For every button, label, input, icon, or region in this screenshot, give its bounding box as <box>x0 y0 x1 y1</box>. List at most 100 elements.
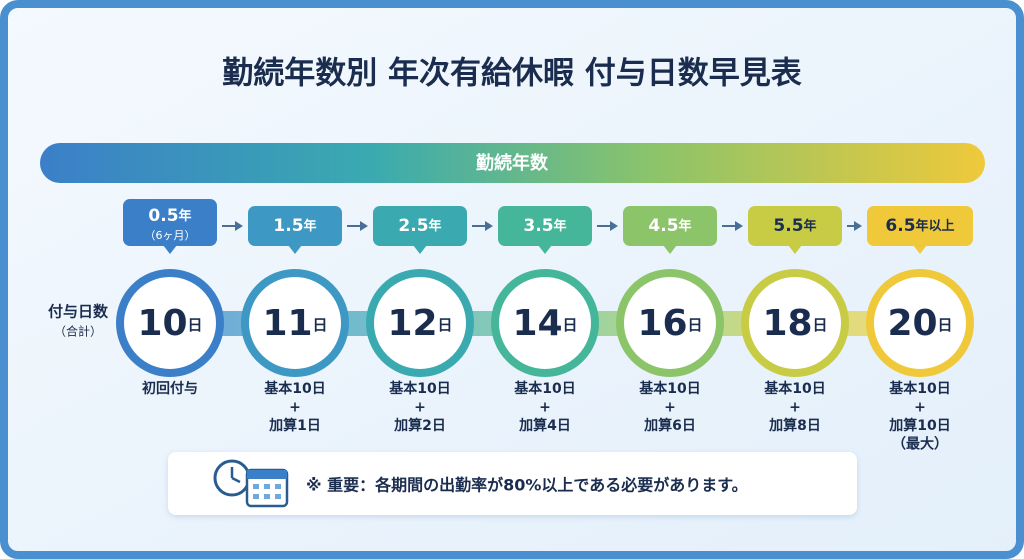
note-line: + <box>289 400 301 416</box>
arrow-head <box>610 221 618 231</box>
calendar-icon <box>245 468 289 508</box>
year-unit: 年以上 <box>916 218 955 234</box>
note-line: + <box>414 400 426 416</box>
badge-pointer <box>913 245 927 254</box>
note-line: （最大） <box>892 436 948 453</box>
year-label: 4.5年 <box>648 216 691 236</box>
day-unit: 日 <box>188 316 203 334</box>
year-badge <box>498 206 592 246</box>
year-number: 1.5 <box>273 216 303 236</box>
note-line: 加算4日 <box>518 417 571 434</box>
day-label: 14日 <box>512 303 577 344</box>
day-number: 11 <box>262 303 312 344</box>
day-number: 12 <box>387 303 437 344</box>
day-label: 12日 <box>387 303 452 344</box>
year-label: 3.5年 <box>523 216 566 236</box>
year-badge <box>867 206 973 246</box>
day-unit: 日 <box>313 316 328 334</box>
day-circle <box>866 269 974 377</box>
clock-icon <box>213 459 251 497</box>
year-badge <box>123 199 217 246</box>
header-text: 勤続年数 <box>476 152 549 174</box>
note-line: 加算10日 <box>888 417 950 434</box>
day-unit: 日 <box>688 316 703 334</box>
note-box <box>168 452 857 515</box>
year-unit: 年 <box>804 218 817 234</box>
day-number: 14 <box>512 303 562 344</box>
day-circle <box>366 269 474 377</box>
badge-pointer <box>663 245 677 254</box>
day-circle <box>616 269 724 377</box>
note-line: 基本10日 <box>889 380 950 397</box>
day-unit: 日 <box>938 316 953 334</box>
note-line: 加算1日 <box>268 417 321 434</box>
year-label: 2.5年 <box>398 216 441 236</box>
note-line: 基本10日 <box>389 380 450 397</box>
header-bar <box>40 143 985 183</box>
day-label: 16日 <box>637 303 702 344</box>
day-label: 11日 <box>262 303 327 344</box>
day-unit: 日 <box>438 316 453 334</box>
day-unit: 日 <box>563 316 578 334</box>
year-label: 6.5年以上 <box>885 216 954 236</box>
arrow-head <box>735 221 743 231</box>
day-label: 10日 <box>137 303 202 344</box>
note-line: + <box>664 400 676 416</box>
day-unit: 日 <box>813 316 828 334</box>
year-label: 5.5年 <box>773 216 816 236</box>
year-unit: 年 <box>554 218 567 234</box>
year-number: 0.5 <box>148 206 178 226</box>
year-number: 3.5 <box>523 216 553 236</box>
row-label: 付与日数 <box>48 303 109 321</box>
note-line: 基本10日 <box>264 380 325 397</box>
badge-pointer <box>163 245 177 254</box>
arrow-head <box>235 221 243 231</box>
badge-pointer <box>288 245 302 254</box>
year-sublabel: （6ヶ月） <box>145 229 196 242</box>
note-line: + <box>789 400 801 416</box>
title: 勤続年数別 年次有給休暇 付与日数早見表 <box>222 56 802 92</box>
note-line: 初回付与 <box>142 380 198 397</box>
day-label: 20日 <box>887 303 952 344</box>
year-badge <box>248 206 342 246</box>
note-line: + <box>539 400 551 416</box>
note-line: 加算2日 <box>393 417 446 434</box>
day-label: 18日 <box>762 303 827 344</box>
year-unit: 年 <box>679 218 692 234</box>
day-circle <box>741 269 849 377</box>
arrow-head <box>485 221 493 231</box>
note-line: 基本10日 <box>764 380 825 397</box>
year-number: 2.5 <box>398 216 428 236</box>
note-line: 加算6日 <box>643 417 696 434</box>
day-circle <box>241 269 349 377</box>
note-line: 基本10日 <box>639 380 700 397</box>
year-badge <box>748 206 842 246</box>
year-number: 5.5 <box>773 216 803 236</box>
year-unit: 年 <box>429 218 442 234</box>
day-circle <box>116 269 224 377</box>
note-text: ※ 重要：各期間の出勤率が80%以上である必要があります。 <box>306 476 748 495</box>
day-number: 18 <box>762 303 812 344</box>
badge-pointer <box>413 245 427 254</box>
badge-pointer <box>788 245 802 254</box>
year-number: 4.5 <box>648 216 678 236</box>
year-label: 0.5年 <box>148 206 191 226</box>
year-badge <box>623 206 717 246</box>
year-badge <box>373 206 467 246</box>
day-number: 10 <box>137 303 187 344</box>
columns: 0.5年（6ヶ月）10日初回付与1.5年11日基本10日+加算1日2.5年12日… <box>116 199 974 453</box>
note-line: 基本10日 <box>514 380 575 397</box>
year-unit: 年 <box>304 218 317 234</box>
day-number: 16 <box>637 303 687 344</box>
arrow-head <box>854 221 862 231</box>
year-number: 6.5 <box>885 216 915 236</box>
note-line: + <box>914 400 926 416</box>
row-sublabel: （合計） <box>54 324 102 339</box>
arrow-head <box>360 221 368 231</box>
note-line: 加算8日 <box>768 417 821 434</box>
day-circle <box>491 269 599 377</box>
day-number: 20 <box>887 303 937 344</box>
